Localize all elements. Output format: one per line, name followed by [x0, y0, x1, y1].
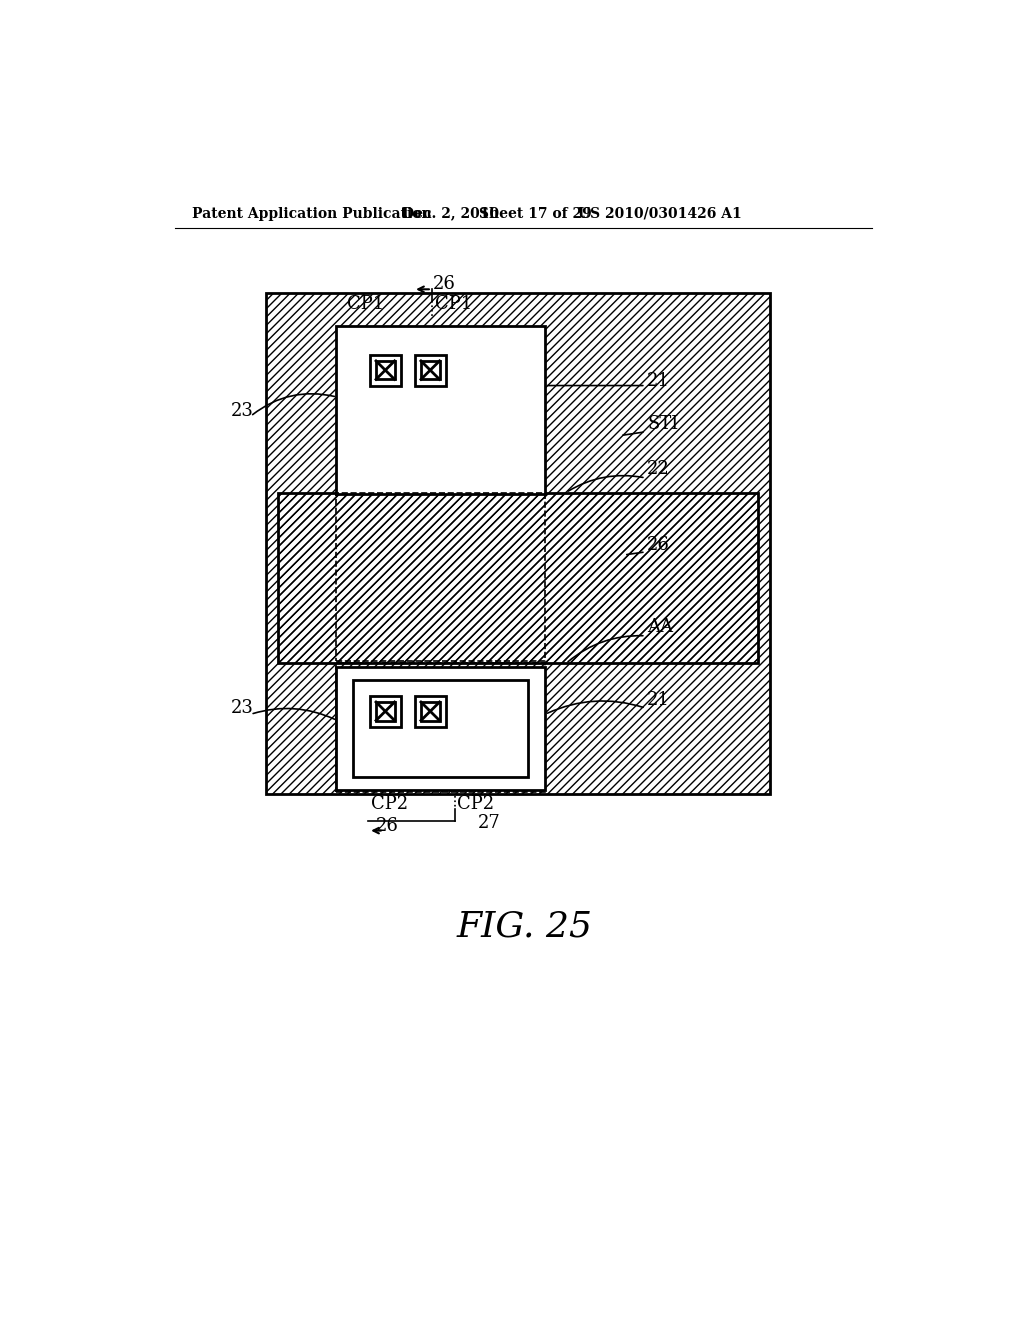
- Bar: [336, 663, 545, 792]
- Text: 22: 22: [647, 461, 670, 478]
- Bar: [376, 702, 394, 721]
- Text: Sheet 17 of 29: Sheet 17 of 29: [479, 207, 592, 220]
- Text: US 2010/0301426 A1: US 2010/0301426 A1: [578, 207, 741, 220]
- Bar: [266, 293, 770, 793]
- Text: 23: 23: [231, 698, 254, 717]
- Bar: [421, 702, 439, 721]
- Bar: [352, 681, 528, 777]
- Text: CP2: CP2: [457, 795, 494, 813]
- Bar: [421, 360, 439, 379]
- Text: 26: 26: [432, 275, 456, 293]
- Bar: [370, 696, 400, 726]
- Bar: [336, 494, 545, 661]
- Text: CP1: CP1: [435, 294, 472, 313]
- Text: 23: 23: [231, 403, 254, 420]
- Bar: [376, 360, 394, 379]
- Bar: [266, 293, 770, 793]
- Bar: [336, 326, 545, 494]
- Bar: [278, 494, 758, 663]
- Text: 26: 26: [647, 536, 670, 553]
- Text: CP1: CP1: [347, 294, 385, 313]
- Text: 26: 26: [376, 817, 398, 834]
- Text: Dec. 2, 2010: Dec. 2, 2010: [401, 207, 499, 220]
- Text: CP2: CP2: [372, 795, 409, 813]
- Text: Patent Application Publication: Patent Application Publication: [193, 207, 432, 220]
- Text: 21: 21: [647, 692, 670, 709]
- Bar: [336, 667, 545, 789]
- Text: 21: 21: [647, 371, 670, 389]
- Text: STI: STI: [647, 416, 679, 433]
- Bar: [415, 696, 445, 726]
- Text: FIG. 25: FIG. 25: [457, 909, 593, 942]
- Bar: [415, 355, 445, 385]
- Text: AA: AA: [647, 618, 673, 636]
- Bar: [370, 355, 400, 385]
- Text: 27: 27: [478, 814, 501, 833]
- Bar: [278, 494, 758, 663]
